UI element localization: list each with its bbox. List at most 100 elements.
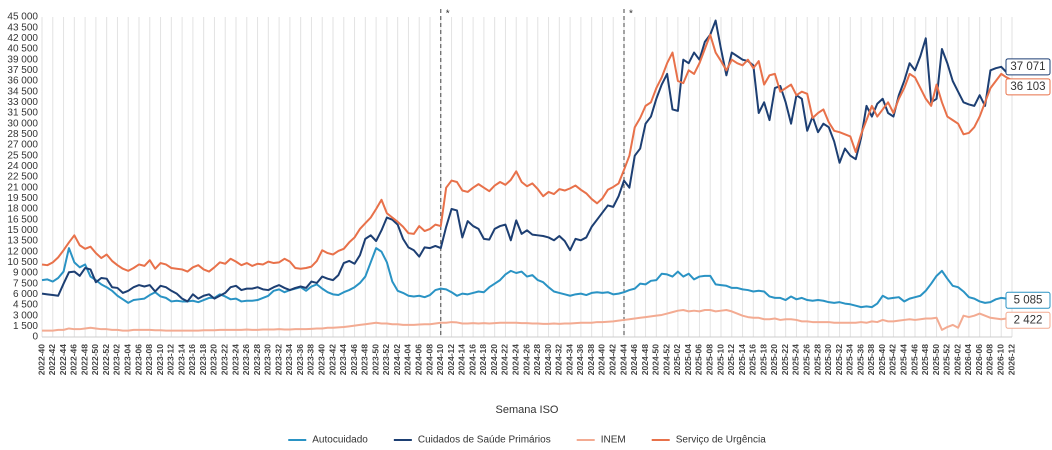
- x-tick-label: 2023-10: [155, 344, 165, 375]
- x-tick-label: 2025-40: [877, 344, 887, 375]
- y-tick-label: 22 500: [7, 172, 38, 183]
- x-tick-label: 2025-14: [737, 344, 747, 375]
- x-tick-label: 2025-12: [726, 344, 736, 375]
- y-tick-label: 19 500: [7, 193, 38, 204]
- x-tick-label: 2022-48: [79, 344, 89, 375]
- value-label: 37 071: [1005, 58, 1051, 76]
- y-tick-label: 36 000: [7, 76, 38, 87]
- x-tick-label: 2025-06: [694, 344, 704, 375]
- x-tick-label: 2025-18: [758, 344, 768, 375]
- x-tick-label: 2025-02: [672, 344, 682, 375]
- legend: Autocuidado Cuidados de Saúde Primários IN…: [288, 435, 766, 446]
- x-tick-label: 2022-44: [58, 344, 68, 375]
- series-line: [41, 247, 1013, 309]
- x-tick-label: 2024-14: [457, 344, 467, 375]
- x-tick-label: 2023-40: [316, 344, 326, 375]
- value-label-box: [1005, 78, 1051, 96]
- x-tick-label: 2024-20: [489, 344, 499, 375]
- x-tick-label: 2023-22: [219, 344, 229, 375]
- x-tick-label: 2024-12: [446, 344, 456, 375]
- y-tick-label: 21 000: [7, 182, 38, 193]
- legend-label: Serviço de Urgência: [676, 435, 766, 446]
- value-label-text: 36 103: [1010, 81, 1045, 93]
- series-line: [41, 33, 1013, 273]
- value-label-box: [1005, 311, 1051, 329]
- x-tick-label: 2024-44: [618, 344, 628, 375]
- y-tick-label: 31 500: [7, 108, 38, 119]
- x-tick-label: 2025-36: [855, 344, 865, 375]
- x-tick-label: 2022-50: [90, 344, 100, 375]
- value-label-box: [1005, 58, 1051, 76]
- value-label: 2 422: [1005, 311, 1051, 329]
- y-tick-label: 15 000: [7, 225, 38, 236]
- x-tick-label: 2023-24: [230, 344, 240, 375]
- x-tick-label: 2025-04: [683, 344, 693, 375]
- x-tick-label: 2023-14: [176, 344, 186, 375]
- y-tick-label: 45 000: [7, 12, 38, 23]
- legend-item: INEM: [576, 435, 626, 446]
- x-tick-label: 2024-32: [554, 344, 564, 375]
- x-tick-label: 2022-40: [36, 344, 46, 375]
- x-tick-label: 2026-02: [952, 344, 962, 375]
- x-tick-label: 2023-12: [166, 344, 176, 375]
- legend-item: Cuidados de Saúde Primários: [393, 435, 551, 446]
- x-tick-label: 2026-06: [974, 344, 984, 375]
- x-tick-label: 2024-22: [500, 344, 510, 375]
- x-tick-label: 2025-34: [845, 344, 855, 375]
- y-tick-label: 18 000: [7, 204, 38, 215]
- y-tick-label: 3 000: [13, 310, 38, 321]
- legend-label: Autocuidado: [312, 435, 368, 446]
- x-tick-label: 2025-26: [801, 344, 811, 375]
- x-tick-label: 2025-48: [920, 344, 930, 375]
- x-tick-label: 2026-12: [1006, 344, 1016, 375]
- x-tick-label: 2023-04: [122, 344, 132, 375]
- value-label-text: 2 422: [1014, 314, 1043, 326]
- y-tick-label: 0: [32, 332, 38, 343]
- x-tick-label: 2024-52: [661, 344, 671, 375]
- x-tick-label: 2025-08: [704, 344, 714, 375]
- x-tick-label: 2023-30: [263, 344, 273, 375]
- y-tick-label: 7 500: [13, 278, 38, 289]
- y-tick-label: 33 000: [7, 97, 38, 108]
- x-tick-label: 2023-02: [112, 344, 122, 375]
- x-tick-label: 2025-24: [791, 344, 801, 375]
- y-tick-label: 16 500: [7, 214, 38, 225]
- y-tick-label: 12 000: [7, 246, 38, 257]
- x-tick-label: 2026-10: [995, 344, 1005, 375]
- value-label: 36 103: [1005, 78, 1051, 96]
- x-tick-label: 2023-16: [187, 344, 197, 375]
- y-tick-label: 37 500: [7, 65, 38, 76]
- x-axis-title: Semana ISO: [496, 404, 559, 416]
- x-tick-label: 2023-52: [381, 344, 391, 375]
- x-tick-label: 2024-10: [435, 344, 445, 375]
- x-tick-label: 2022-52: [101, 344, 111, 375]
- x-tick-label: 2024-34: [564, 344, 574, 375]
- x-tick-label: 2024-02: [392, 344, 402, 375]
- x-tick-label: 2022-46: [69, 344, 79, 375]
- y-tick-label: 24 000: [7, 161, 38, 172]
- x-tick-label: 2025-22: [780, 344, 790, 375]
- x-tick-label: 2025-28: [812, 344, 822, 375]
- x-tick-label: 2024-26: [521, 344, 531, 375]
- y-tick-label: 40 500: [7, 44, 38, 55]
- x-tick-label: 2023-48: [360, 344, 370, 375]
- x-tick-label: 2025-16: [748, 344, 758, 375]
- marker-label: *: [629, 9, 633, 20]
- x-tick-label: 2025-38: [866, 344, 876, 375]
- x-tick-label: 2025-44: [898, 344, 908, 375]
- y-tick-label: 27 000: [7, 140, 38, 151]
- x-tick-label: 2024-42: [607, 344, 617, 375]
- y-tick-label: 13 500: [7, 236, 38, 247]
- marker-label: *: [446, 9, 450, 20]
- y-tick-label: 34 500: [7, 86, 38, 97]
- x-tick-label: 2023-36: [295, 344, 305, 375]
- y-tick-label: 9 000: [13, 268, 38, 279]
- y-tick-label: 1 500: [13, 321, 38, 332]
- x-tick-label: 2026-04: [963, 344, 973, 375]
- x-tick-label: 2025-10: [715, 344, 725, 375]
- y-tick-label: 30 000: [7, 118, 38, 129]
- x-tick-label: 2023-26: [241, 344, 251, 375]
- x-tick-label: 2022-42: [47, 344, 57, 375]
- x-tick-label: 2023-34: [284, 344, 294, 375]
